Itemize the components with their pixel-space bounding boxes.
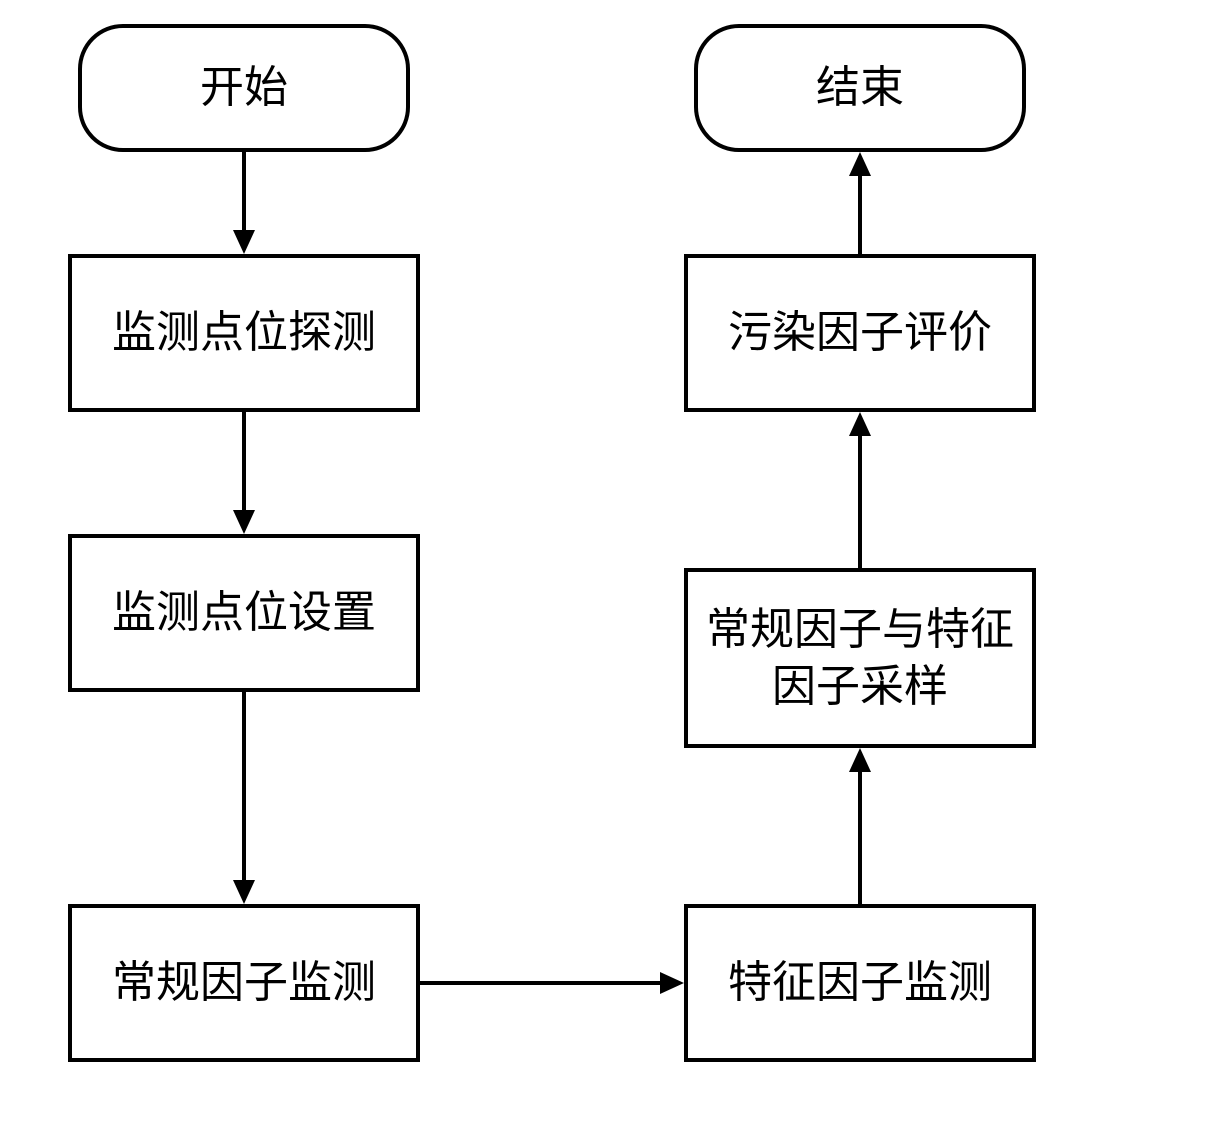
step6-node: 污染因子评价	[684, 254, 1036, 412]
step3-label: 常规因子监测	[102, 954, 386, 1011]
arrow-step1-step2	[229, 412, 259, 534]
arrow-start-step1	[229, 152, 259, 254]
step2-label: 监测点位设置	[102, 584, 386, 641]
step3-node: 常规因子监测	[68, 904, 420, 1062]
step4-node: 特征因子监测	[684, 904, 1036, 1062]
start-node: 开始	[78, 24, 410, 152]
step4-label: 特征因子监测	[718, 954, 1002, 1011]
arrow-step3-step4	[420, 968, 684, 998]
step5-label: 常规因子与特征因子采样	[688, 601, 1032, 715]
step1-label: 监测点位探测	[102, 304, 386, 361]
arrow-step2-step3	[229, 692, 259, 904]
arrow-step5-step6	[845, 412, 875, 568]
flowchart-container: 开始 结束 监测点位探测 监测点位设置 常规因子监测 特征因子监测 常规因子与特…	[0, 0, 1232, 1121]
step1-node: 监测点位探测	[68, 254, 420, 412]
end-label: 结束	[806, 59, 914, 116]
step2-node: 监测点位设置	[68, 534, 420, 692]
step5-node: 常规因子与特征因子采样	[684, 568, 1036, 748]
start-label: 开始	[190, 59, 298, 116]
step6-label: 污染因子评价	[718, 304, 1002, 361]
arrow-step6-end	[845, 152, 875, 254]
arrow-step4-step5	[845, 748, 875, 904]
end-node: 结束	[694, 24, 1026, 152]
